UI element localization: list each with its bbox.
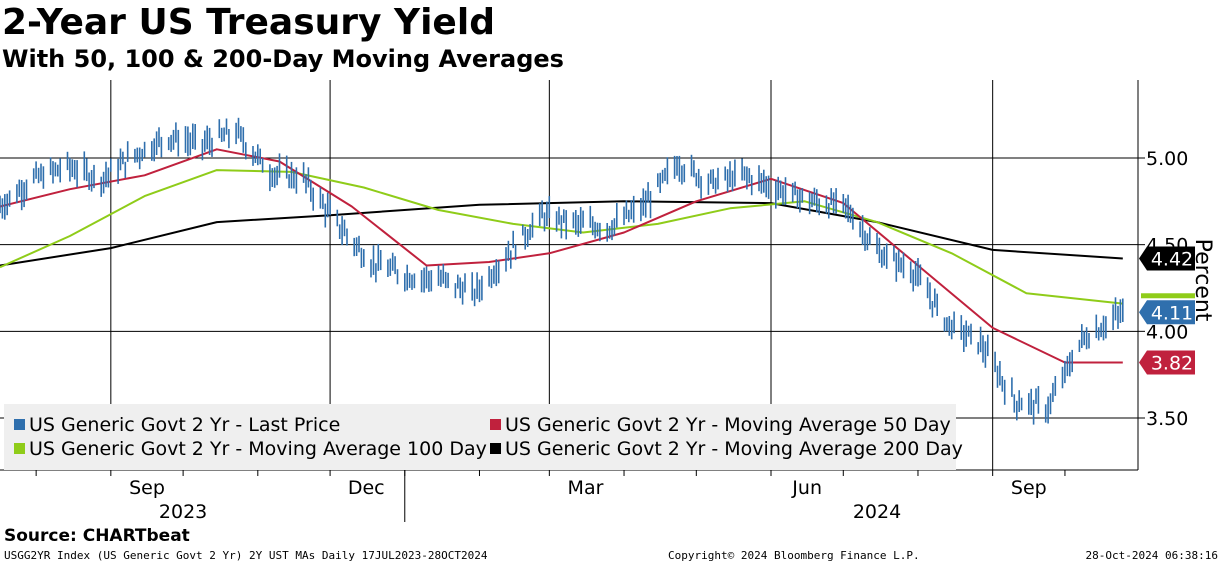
last-value-tag-label: 3.82 <box>1151 353 1193 375</box>
last-value-tag-label: 4.42 <box>1151 249 1193 271</box>
last-value-tag <box>1139 350 1195 375</box>
legend-item-last-price: US Generic Govt 2 Yr - Last Price <box>14 414 340 436</box>
x-tick-label: Jun <box>791 477 822 499</box>
legend-label-ma50: US Generic Govt 2 Yr - Moving Average 50… <box>505 414 951 436</box>
last-value-tag <box>1139 246 1195 271</box>
chart-legend: US Generic Govt 2 Yr - Last Price US Gen… <box>4 404 963 470</box>
chart-title: 2-Year US Treasury Yield <box>2 2 495 43</box>
series-line-ma200 <box>0 200 1123 267</box>
last-value-tag <box>1139 300 1195 325</box>
x-tick-label: Mar <box>568 477 604 499</box>
legend-swatch-ma100 <box>14 443 25 454</box>
y-tick-label: 5.00 <box>1146 148 1188 170</box>
x-tick-label: Sep <box>129 477 165 499</box>
legend-swatch-last-price <box>14 419 25 430</box>
footer-timestamp: 28-Oct-2024 06:38:16 <box>1085 549 1218 562</box>
last-value-tag-label: 4.11 <box>1151 302 1193 324</box>
legend-swatch-ma200 <box>490 443 501 454</box>
series-line-ma100 <box>0 169 1123 305</box>
year-label: 2023 <box>159 501 207 523</box>
series-line-ma50 <box>0 148 1123 364</box>
y-tick-label: 4.00 <box>1146 321 1188 343</box>
price-bars <box>0 117 1124 425</box>
legend-item-ma50: US Generic Govt 2 Yr - Moving Average 50… <box>490 414 951 436</box>
y-tick-label: 3.50 <box>1146 408 1188 430</box>
footer-copyright: Copyright© 2024 Bloomberg Finance L.P. <box>668 549 920 562</box>
ma100-tag-marker <box>1141 293 1195 299</box>
legend-item-ma200: US Generic Govt 2 Yr - Moving Average 20… <box>490 438 963 460</box>
chart-subtitle: With 50, 100 & 200-Day Moving Averages <box>2 45 564 73</box>
x-tick-label: Dec <box>348 477 385 499</box>
year-label: 2024 <box>853 501 901 523</box>
legend-label-ma100: US Generic Govt 2 Yr - Moving Average 10… <box>29 438 487 460</box>
legend-label-last-price: US Generic Govt 2 Yr - Last Price <box>29 414 341 436</box>
legend-swatch-ma50 <box>490 419 501 430</box>
x-tick-label: Sep <box>1011 477 1047 499</box>
footer-ticker-info: USGG2YR Index (US Generic Govt 2 Yr) 2Y … <box>4 549 488 562</box>
source-note: Source: CHARTbeat <box>4 526 190 546</box>
legend-item-ma100: US Generic Govt 2 Yr - Moving Average 10… <box>14 438 487 460</box>
legend-label-ma200: US Generic Govt 2 Yr - Moving Average 20… <box>505 438 963 460</box>
